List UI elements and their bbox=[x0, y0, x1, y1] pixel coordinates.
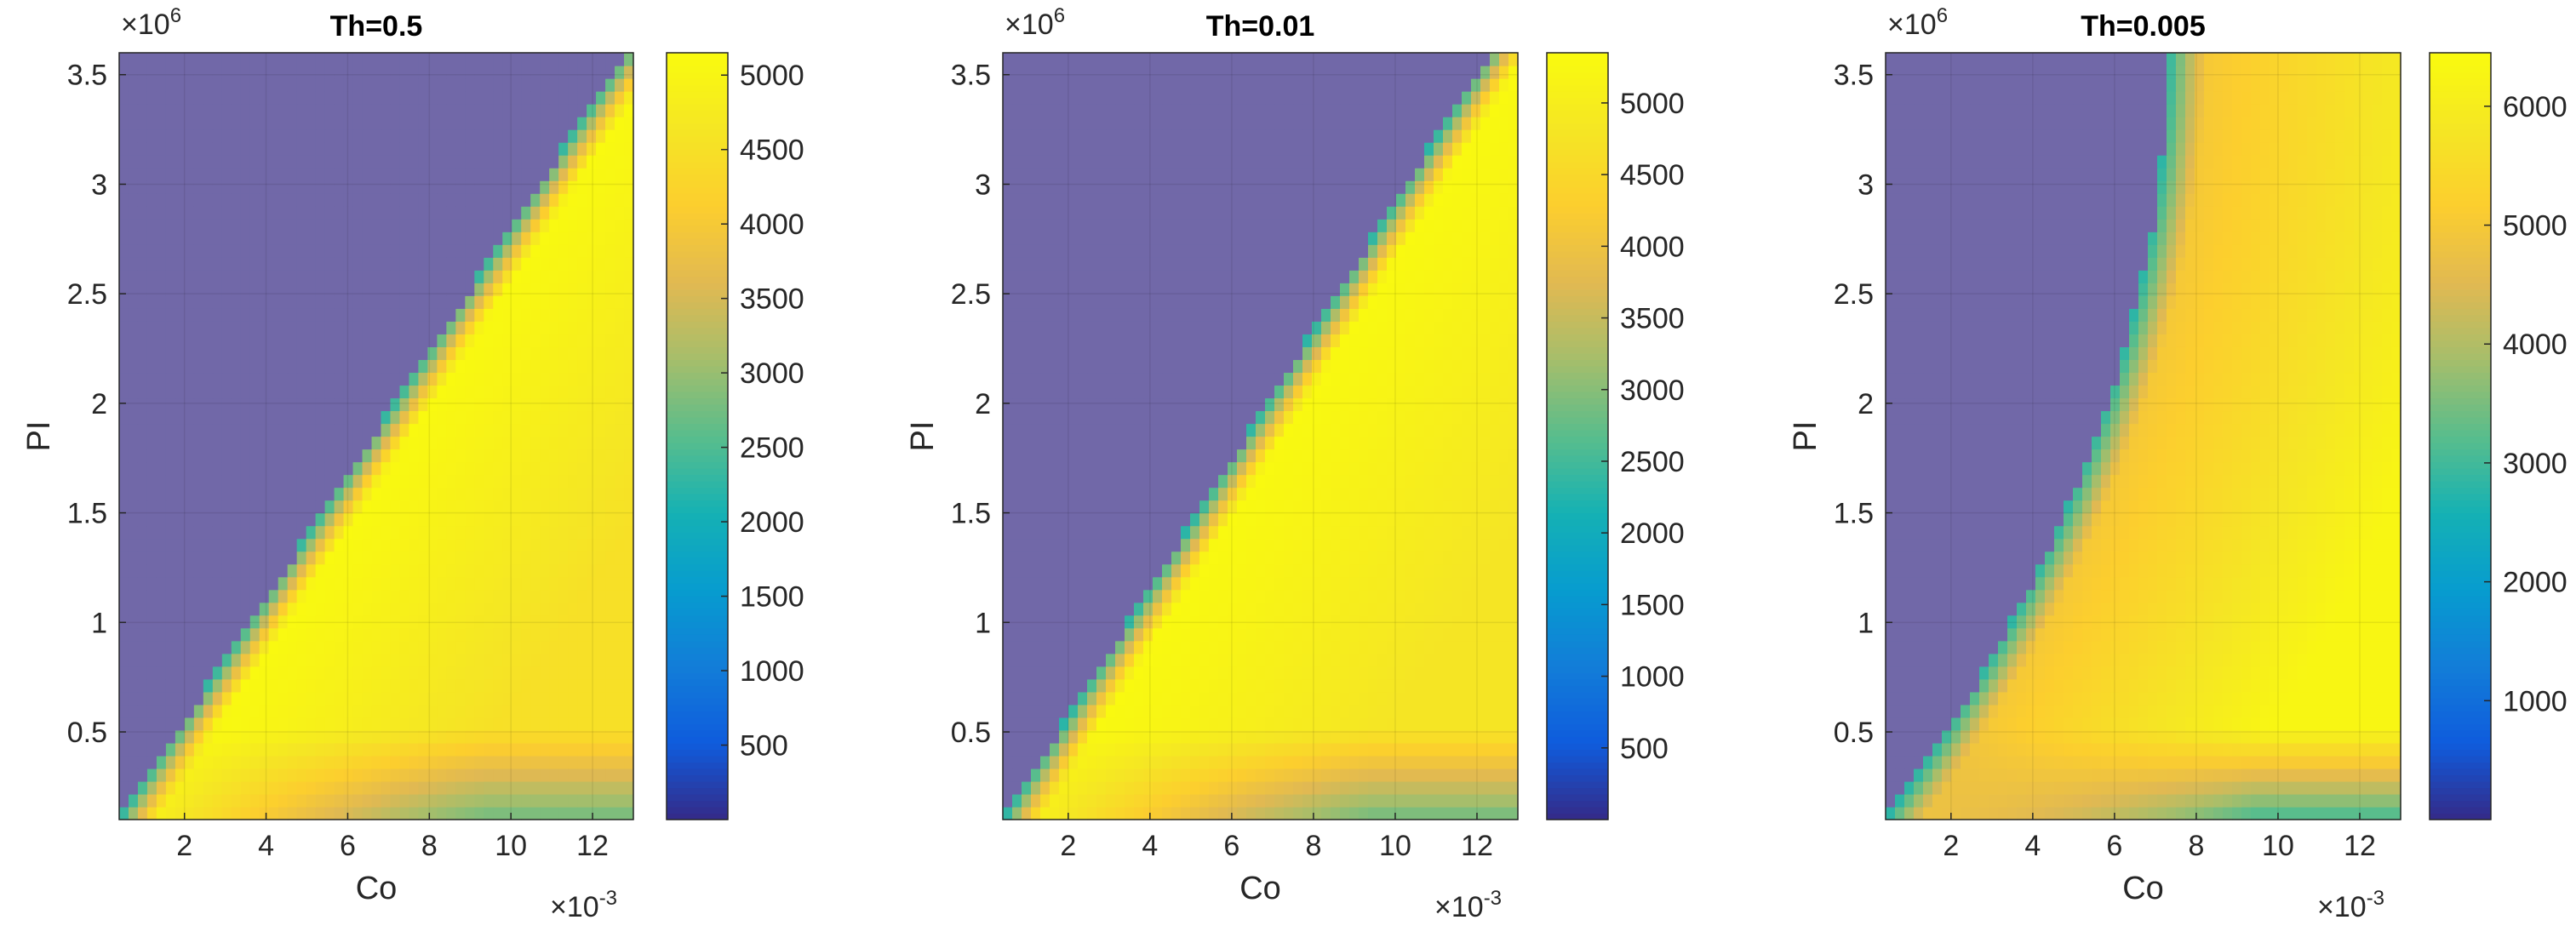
colorbar-tick-label: 500 bbox=[1620, 733, 1669, 765]
colorbar-tick-label: 2500 bbox=[1620, 446, 1685, 478]
colorbar-tick-label: 1000 bbox=[2503, 685, 2567, 717]
colorbar-tick-label: 500 bbox=[740, 730, 788, 763]
heatmap-cells bbox=[119, 53, 634, 820]
x-tick-label: 6 bbox=[340, 830, 356, 862]
x-tick-label: 8 bbox=[1305, 830, 1321, 862]
colorbar: 1000 2000 3000 4000 5000 6000 bbox=[2429, 52, 2567, 820]
colorbar-tick-label: 3000 bbox=[740, 357, 804, 390]
y-axis-multiplier: ×106 bbox=[1887, 4, 1948, 41]
x-tick-label: 8 bbox=[2188, 830, 2204, 862]
x-axis-multiplier: ×10-3 bbox=[2317, 887, 2384, 923]
colorbar-tick-label: 6000 bbox=[2503, 91, 2567, 123]
x-tick-label: 4 bbox=[1142, 830, 1158, 862]
colorbar-tick-label: 2000 bbox=[2503, 567, 2567, 599]
y-axis-multiplier: ×106 bbox=[121, 4, 181, 41]
y-tick-label: 3 bbox=[975, 169, 991, 201]
y-tick-label: 2 bbox=[1858, 388, 1874, 420]
heatmap-cells bbox=[1886, 53, 2401, 820]
panel-2: 2 4 6 8 10 12 0.5 1 1.5 2 2.5 3 3.5 Th=0.01 Co PI ×106 ×1… bbox=[905, 4, 1685, 923]
x-tick-label: 2 bbox=[1060, 830, 1076, 862]
colorbar-tick-label: 3000 bbox=[2503, 448, 2567, 480]
y-axis-label: PI bbox=[21, 421, 57, 452]
x-tick-label: 6 bbox=[1223, 830, 1239, 862]
y-tick-label: 3.5 bbox=[1834, 60, 1874, 92]
colorbar-tick-label: 4000 bbox=[740, 209, 804, 241]
y-tick-label: 2.5 bbox=[67, 278, 107, 311]
x-axis-label: Co bbox=[2122, 871, 2164, 906]
colorbar-tick-label: 4000 bbox=[2503, 329, 2567, 361]
colorbar-tick-label: 1000 bbox=[1620, 661, 1685, 694]
x-tick-label: 6 bbox=[2106, 830, 2122, 862]
colorbar-tick-label: 1000 bbox=[740, 655, 804, 688]
panel-3: 2 4 6 8 10 12 0.5 1 1.5 2 2.5 3 3.5 Th=0.005 Co PI ×106 ×… bbox=[1788, 4, 2567, 923]
grid-lines bbox=[1886, 53, 2401, 820]
y-tick-label: 2.5 bbox=[951, 278, 991, 311]
x-tick-label: 10 bbox=[2262, 830, 2294, 862]
y-tick-label: 3.5 bbox=[951, 60, 991, 92]
chart-title: Th=0.5 bbox=[330, 10, 423, 43]
colorbar-tick-label: 1500 bbox=[1620, 589, 1685, 621]
y-tick-label: 1 bbox=[1858, 607, 1874, 639]
x-tick-label: 2 bbox=[1943, 830, 1959, 862]
colorbar: 500 1000 1500 2000 2500 3000 3500 4000 4500 5000 bbox=[666, 52, 804, 820]
colorbar-tick-label: 5000 bbox=[1620, 88, 1685, 120]
axes-box bbox=[118, 52, 634, 820]
y-tick-label: 1.5 bbox=[951, 498, 991, 530]
colorbar-tick-label: 3000 bbox=[1620, 374, 1685, 407]
y-tick-label: 0.5 bbox=[1834, 717, 1874, 749]
colorbar-tick-label: 2000 bbox=[740, 506, 804, 539]
chart-title: Th=0.005 bbox=[2081, 10, 2205, 43]
x-tick-label: 10 bbox=[495, 830, 527, 862]
grid-lines bbox=[119, 53, 633, 820]
x-axis-multiplier: ×10-3 bbox=[1434, 887, 1502, 923]
chart-title: Th=0.01 bbox=[1206, 10, 1315, 43]
axes-box bbox=[1002, 52, 1519, 820]
x-tick-label: 4 bbox=[2024, 830, 2041, 862]
x-axis-label: Co bbox=[1239, 871, 1281, 906]
colorbar-tick-label: 2000 bbox=[1620, 517, 1685, 550]
panel-1: 2 4 6 8 10 12 0.5 1 1.5 2 2.5 3 3.5 Th=0.5 Co PI ×106 ×10… bbox=[21, 4, 804, 923]
y-tick-label: 2 bbox=[91, 388, 107, 420]
y-tick-label: 2 bbox=[975, 388, 991, 420]
x-tick-label: 8 bbox=[421, 830, 438, 862]
grid-lines bbox=[1003, 53, 1518, 820]
y-tick-label: 0.5 bbox=[67, 717, 107, 749]
x-tick-label: 12 bbox=[576, 830, 609, 862]
y-tick-label: 1 bbox=[975, 607, 991, 639]
colorbar-tick-label: 2500 bbox=[740, 432, 804, 465]
x-tick-label: 4 bbox=[258, 830, 274, 862]
x-axis-label: Co bbox=[356, 871, 398, 906]
x-tick-label: 10 bbox=[1379, 830, 1411, 862]
y-tick-label: 3 bbox=[91, 169, 107, 201]
x-tick-label: 12 bbox=[2344, 830, 2376, 862]
y-tick-label: 1.5 bbox=[67, 498, 107, 530]
x-axis-multiplier: ×10-3 bbox=[550, 887, 617, 923]
colorbar-tick-label: 5000 bbox=[2503, 210, 2567, 243]
colorbar-tick-label: 3500 bbox=[740, 283, 804, 316]
axes-box bbox=[1885, 52, 2401, 820]
y-tick-label: 0.5 bbox=[951, 717, 991, 749]
y-axis-label: PI bbox=[905, 421, 941, 452]
colorbar: 500 1000 1500 2000 2500 3000 3500 4000 4500 5000 bbox=[1546, 52, 1685, 820]
y-tick-label: 2.5 bbox=[1834, 278, 1874, 311]
y-axis-multiplier: ×106 bbox=[1005, 4, 1065, 41]
colorbar-tick-label: 3500 bbox=[1620, 303, 1685, 335]
colorbar-tick-label: 1500 bbox=[740, 581, 804, 614]
y-tick-label: 3 bbox=[1858, 169, 1874, 201]
y-axis-label: PI bbox=[1788, 421, 1823, 452]
heatmap-cells bbox=[1003, 53, 1519, 820]
y-tick-label: 3.5 bbox=[67, 60, 107, 92]
colorbar-tick-label: 4500 bbox=[740, 134, 804, 167]
y-tick-label: 1 bbox=[91, 607, 107, 639]
colorbar-tick-label: 5000 bbox=[740, 60, 804, 92]
colorbar-tick-label: 4000 bbox=[1620, 231, 1685, 263]
colorbar-tick-label: 4500 bbox=[1620, 159, 1685, 191]
x-tick-label: 2 bbox=[176, 830, 192, 862]
x-tick-label: 12 bbox=[1461, 830, 1493, 862]
y-tick-label: 1.5 bbox=[1834, 498, 1874, 530]
